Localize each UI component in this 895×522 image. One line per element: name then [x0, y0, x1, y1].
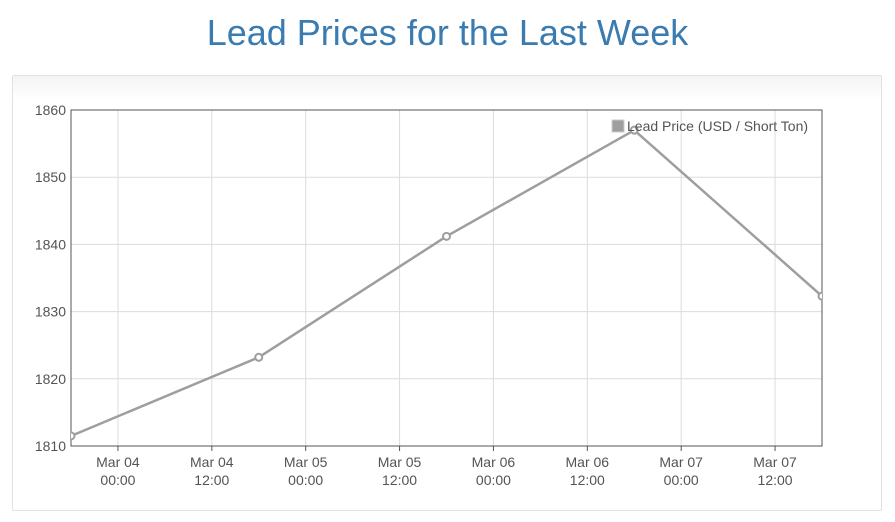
legend: Lead Price (USD / Short Ton) [611, 118, 808, 134]
y-tick-label: 1830 [35, 304, 66, 320]
data-point[interactable] [442, 231, 451, 241]
x-tick-label-date: Mar 04 [190, 454, 234, 470]
plot-area-border [70, 109, 823, 447]
x-tick-label-time: 12:00 [570, 472, 605, 488]
series-group [68, 125, 826, 441]
x-tick-label-date: Mar 06 [566, 454, 610, 470]
chart-panel [12, 75, 882, 511]
series-layer [68, 125, 826, 441]
data-point[interactable] [254, 352, 264, 362]
data-point[interactable] [629, 125, 639, 135]
x-tick-label-date: Mar 07 [753, 454, 797, 470]
x-tick-label-time: 00:00 [288, 472, 323, 488]
x-tick-label-date: Mar 04 [96, 454, 140, 470]
legend-swatch [611, 119, 625, 133]
page-title: Lead Prices for the Last Week [206, 12, 689, 53]
x-tick-label-date: Mar 05 [284, 454, 328, 470]
data-point[interactable] [817, 291, 826, 301]
x-tick-label-time: 12:00 [758, 472, 793, 488]
y-tick-label: 1820 [35, 371, 66, 387]
y-tick-label: 1810 [35, 438, 66, 454]
y-tick-label: 1840 [35, 236, 66, 252]
x-tick-label-time: 00:00 [476, 472, 511, 488]
x-axis-ticks: Mar 04 00:00 Mar 04 12:00 Mar 05 00:00 Mar 05 1… [96, 446, 797, 488]
series-line [71, 128, 822, 438]
x-tick-label-time: 00:00 [100, 472, 135, 488]
data-point[interactable] [68, 431, 76, 441]
y-tick-label: 1860 [35, 102, 66, 118]
x-tick-label-date: Mar 06 [472, 454, 516, 470]
x-tick-label-time: 00:00 [664, 472, 699, 488]
x-tick-label-time: 12:00 [194, 472, 229, 488]
x-tick-label-time: 12:00 [382, 472, 417, 488]
x-tick-label-date: Mar 07 [659, 454, 703, 470]
y-tick-label: 1850 [35, 169, 66, 185]
x-tick-label-date: Mar 05 [378, 454, 422, 470]
grid-lines [71, 109, 822, 447]
legend-label: Lead Price (USD / Short Ton) [627, 118, 808, 134]
y-axis-ticks: 1810 1820 1830 1840 1850 1860 [35, 102, 66, 454]
